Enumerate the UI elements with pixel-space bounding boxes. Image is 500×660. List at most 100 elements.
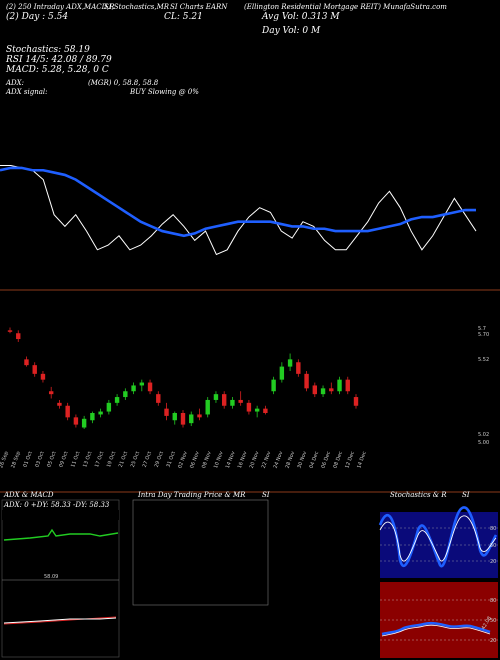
candle-body xyxy=(263,408,268,413)
macd-value: MACD: 5.28, 5.28, 0 C xyxy=(6,65,109,75)
candle-body xyxy=(254,408,260,412)
adx-panel-values: ADX: 0 +DY: 58.33 -DY: 58.33 xyxy=(4,501,110,509)
candle-body xyxy=(90,413,95,421)
intraday-panel-si: SI xyxy=(262,491,270,499)
date-label: 08 Dec xyxy=(332,450,344,469)
date-label: 02 Nov xyxy=(177,451,189,470)
price-label-4: 5.00 xyxy=(478,440,489,446)
moving-average-line xyxy=(0,166,476,238)
stoch-axis-20: 20 xyxy=(490,559,496,565)
candle-body xyxy=(40,373,46,380)
macd-signal-line xyxy=(3,616,117,625)
price-label-3: 5.02 xyxy=(478,432,489,438)
candle-body xyxy=(131,385,136,392)
rsi-panel xyxy=(380,582,498,658)
candle-body xyxy=(32,365,37,374)
date-label: 29 Oct xyxy=(154,451,165,469)
price-axis: 5.7 5.70 5.52 5.02 5.00 xyxy=(478,326,489,446)
header-line1c: SI Charts EARN xyxy=(170,3,228,11)
candle-body xyxy=(114,397,120,403)
date-axis: 26 Sep 28 Sep 01 Oct 03 Oct 05 Oct 09 Oct 11 O… xyxy=(0,450,368,469)
adx-panel-title: ADX & MACD xyxy=(4,491,54,499)
intraday-panel-title: Intra Day Trading Price & MR xyxy=(138,491,246,499)
date-label: 30 Nov xyxy=(297,451,309,470)
header-line1d: (Ellington Residential Mortgage REIT) Mu… xyxy=(244,3,447,11)
rsi-signal-line xyxy=(381,624,491,637)
day-change: (2) Day : 5.54 xyxy=(6,12,69,22)
date-label: 14 Dec xyxy=(356,450,368,469)
candle-body xyxy=(205,399,210,415)
candle-body xyxy=(329,388,334,392)
date-label: 06 Dec xyxy=(320,450,332,469)
candle-body xyxy=(156,394,161,403)
date-label: 05 Oct xyxy=(46,451,57,469)
candle-body xyxy=(57,402,62,406)
candle-body xyxy=(320,388,326,395)
stoch-axis-80: 80 xyxy=(490,526,496,532)
date-label: 09 Oct xyxy=(58,451,69,469)
date-label: 04 Dec xyxy=(308,450,320,469)
candle-body xyxy=(81,418,87,428)
candle-body xyxy=(246,402,252,412)
header-line1a: (2) 250 Intraday ADX,MACD,R xyxy=(6,3,115,11)
candle-body xyxy=(197,414,202,418)
date-label: 06 Nov xyxy=(189,451,201,470)
date-label: 31 Oct xyxy=(166,451,177,469)
stoch-d-line xyxy=(379,515,497,562)
date-label: 20 Nov xyxy=(249,451,261,470)
candle-body xyxy=(98,411,103,415)
candle-body xyxy=(189,414,194,424)
adx-signal-label: ADX signal: xyxy=(6,88,48,96)
candle-body xyxy=(337,379,342,392)
price-line xyxy=(0,165,477,256)
candle-body xyxy=(106,402,112,412)
candle-body xyxy=(287,359,293,367)
candlestick-chart xyxy=(7,327,359,429)
date-label: 21 Oct xyxy=(118,451,129,469)
date-label: 22 Nov xyxy=(261,451,273,470)
date-label: 14 Nov xyxy=(225,451,237,470)
candle-body xyxy=(24,359,29,366)
stoch-axis-50: 50 xyxy=(490,543,496,549)
candle-body xyxy=(139,382,145,386)
stoch-k-line xyxy=(378,506,498,568)
candle-body xyxy=(180,413,186,425)
rsi-axis-20: 20 xyxy=(490,638,496,644)
candle-body xyxy=(48,391,54,395)
price-label-0: 5.7 xyxy=(478,326,486,332)
rsi-axis-50: 50 xyxy=(490,618,496,624)
price-label-2: 5.52 xyxy=(478,357,489,363)
candle-body xyxy=(296,362,301,374)
date-label: 16 Nov xyxy=(237,451,249,470)
date-label: 01 Oct xyxy=(22,451,33,469)
date-label: 10 Nov xyxy=(213,451,225,470)
candle-body xyxy=(213,394,219,400)
line-chart xyxy=(0,165,477,256)
candle-body xyxy=(279,366,285,380)
date-label: 08 Nov xyxy=(201,451,213,470)
candle-body xyxy=(345,379,350,392)
mrsi-value: (MGR) 0, 58.8, 58.8 xyxy=(88,79,159,87)
price-label-1: 5.70 xyxy=(478,332,489,338)
buy-signal: BUY Slowing @ 0% xyxy=(130,88,199,96)
stoch-panel-si: SI xyxy=(462,491,470,499)
candle-body xyxy=(7,330,13,332)
candle-body xyxy=(271,379,276,392)
candle-body xyxy=(123,391,128,398)
date-label: 03 Oct xyxy=(34,451,45,469)
date-label: 26 Sep xyxy=(0,451,10,469)
date-label: 19 Oct xyxy=(106,451,117,469)
date-label: 24 Nov xyxy=(273,451,285,470)
rsi-axis-80: 80 xyxy=(490,598,496,604)
candle-body xyxy=(230,399,235,406)
adx-label: ADX: xyxy=(6,79,25,87)
intraday-panel xyxy=(132,499,269,606)
candle-body xyxy=(221,394,227,406)
candle-body xyxy=(73,417,79,425)
stochastics-value: Stochastics: 58.19 xyxy=(6,45,90,55)
candle-body xyxy=(238,399,243,403)
date-label: 28 Sep xyxy=(10,451,22,469)
candle-body xyxy=(65,405,70,418)
candle-body xyxy=(312,385,318,395)
